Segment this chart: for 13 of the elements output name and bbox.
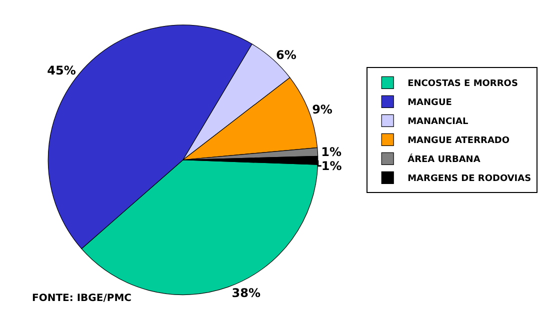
data-label: 1% bbox=[321, 158, 342, 173]
legend-label: MANGUE ATERRADO bbox=[408, 136, 510, 146]
legend-label: ENCOSTAS E MORROS bbox=[408, 79, 518, 90]
legend-label: MARGENS DE RODOVIAS bbox=[408, 174, 532, 184]
data-label: 6% bbox=[276, 48, 296, 62]
data-label: 1% bbox=[321, 144, 342, 159]
legend-label: MANANCIAL bbox=[408, 117, 468, 128]
source-note: FONTE: IBGE/PMC bbox=[32, 293, 132, 304]
legend-label: ÁREA URBANA bbox=[408, 153, 480, 166]
data-label: 9% bbox=[312, 102, 332, 117]
data-label: 45% bbox=[47, 64, 76, 78]
legend-label: MANGUE bbox=[408, 98, 452, 108]
data-label: 38% bbox=[232, 286, 260, 300]
